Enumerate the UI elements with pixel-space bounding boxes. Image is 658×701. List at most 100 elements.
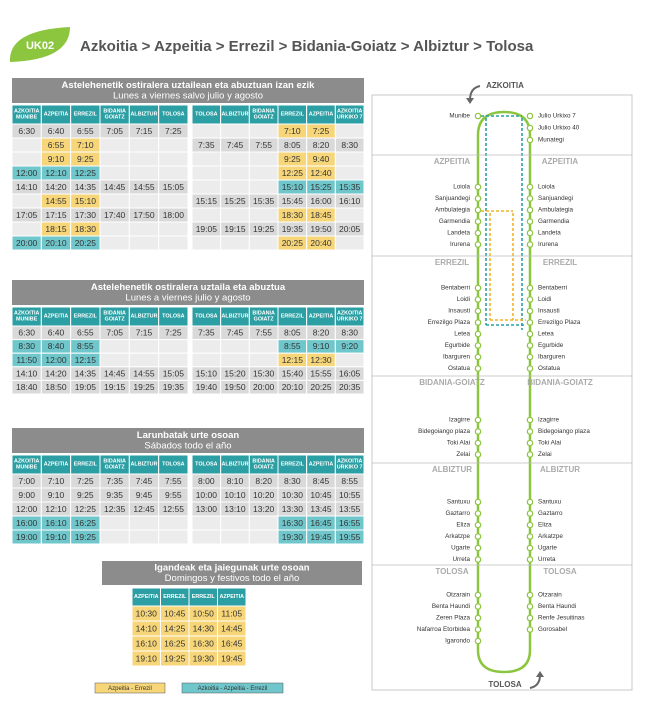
departure-time: 20:35 bbox=[339, 382, 361, 392]
departure-time: 17:30 bbox=[75, 210, 97, 220]
column-header-line: ERREZIL bbox=[192, 594, 216, 600]
departure-time: 6:40 bbox=[48, 328, 65, 338]
cell bbox=[220, 207, 250, 223]
stop-name: Renfe Jesuitinas bbox=[538, 615, 585, 622]
section-bar bbox=[12, 428, 364, 453]
stop bbox=[526, 136, 534, 144]
cell bbox=[128, 137, 160, 153]
stop bbox=[526, 330, 534, 338]
stop-name: Loidi bbox=[457, 296, 470, 303]
departure-time: 14:45 bbox=[104, 182, 126, 192]
departure-time: 16:10 bbox=[45, 518, 67, 528]
section-bar bbox=[102, 561, 362, 585]
stop bbox=[474, 112, 482, 120]
departure-time: 8:05 bbox=[284, 140, 301, 150]
departure-time: 20:10 bbox=[282, 382, 304, 392]
zone-name: TOLOSA bbox=[435, 567, 468, 576]
departure-time: 19:45 bbox=[310, 532, 332, 542]
section-subtitle: Lunes a viernes julio y agosto bbox=[125, 293, 250, 304]
departure-time: 9:25 bbox=[77, 154, 94, 164]
column-header-text: TOLOSA bbox=[195, 462, 217, 468]
departure-time: 15:25 bbox=[224, 196, 246, 206]
column-header-line: AZPEITIA bbox=[219, 594, 244, 600]
column-header-line: ALBIZTUR bbox=[131, 112, 158, 118]
column-header-text: ALBIZTUR bbox=[222, 112, 249, 118]
departure-time: 12:35 bbox=[104, 504, 126, 514]
departure-time: 14:55 bbox=[133, 182, 155, 192]
route-start: AZKOITIA bbox=[486, 81, 524, 90]
stop bbox=[474, 195, 482, 202]
cell bbox=[220, 165, 250, 181]
column-header-line: AZPEITIA bbox=[309, 314, 334, 320]
line-code: UK02 bbox=[26, 40, 54, 52]
departure-time: 7:15 bbox=[136, 126, 153, 136]
departure-time: 6:55 bbox=[48, 140, 65, 150]
cell bbox=[158, 151, 189, 167]
cell bbox=[128, 235, 160, 251]
column-header-line: ALBIZTUR bbox=[222, 462, 249, 468]
departure-time: 12:15 bbox=[75, 355, 97, 365]
departure-time: 10:30 bbox=[136, 608, 158, 618]
cell bbox=[158, 352, 189, 368]
departure-time: 14:30 bbox=[193, 623, 215, 633]
departure-time: 17:40 bbox=[104, 210, 126, 220]
column-header-text: AZPEITIA bbox=[309, 314, 334, 320]
route-line bbox=[476, 110, 532, 674]
stop-name: Eliza bbox=[456, 522, 470, 529]
stop bbox=[474, 451, 482, 458]
legend-label: Azpeitia - Errezil bbox=[108, 686, 152, 692]
departure-time: 19:05 bbox=[75, 382, 97, 392]
stop bbox=[474, 241, 482, 248]
departure-time: 20:25 bbox=[310, 382, 332, 392]
column-header-text: BIDANIA GOIATZ bbox=[103, 459, 126, 471]
departure-time: 20:10 bbox=[45, 238, 67, 248]
column-header-text: ERREZIL bbox=[163, 594, 187, 600]
departure-time: 15:20 bbox=[224, 368, 246, 378]
cell bbox=[99, 339, 130, 354]
departure-time: 15:05 bbox=[163, 368, 185, 378]
stop-name: Otzarain bbox=[446, 592, 470, 599]
departure-time: 16:30 bbox=[282, 518, 304, 528]
section-title: Igandeak eta jaiegunak urte osoan bbox=[154, 563, 309, 574]
stop bbox=[526, 451, 534, 458]
column-header-line: ERREZIL bbox=[74, 112, 98, 118]
cell bbox=[191, 339, 222, 354]
section-subtitle: Sábados todo el año bbox=[144, 441, 231, 452]
stop-name: Gorosabel bbox=[538, 626, 567, 633]
cell bbox=[99, 221, 130, 237]
stop bbox=[526, 439, 534, 447]
zone-name: BIDANIA-GOIATZ bbox=[419, 378, 485, 387]
stop-name: Ostatua bbox=[448, 365, 471, 372]
stop bbox=[526, 284, 534, 292]
column-header-line: AZKOITIA bbox=[14, 459, 40, 465]
cell bbox=[248, 352, 279, 368]
departure-time: 10:00 bbox=[196, 490, 218, 500]
stop-name: Letea bbox=[454, 331, 470, 338]
column-header-line: ERREZIL bbox=[74, 462, 98, 468]
cell bbox=[99, 165, 130, 181]
stop-name: Ambulategia bbox=[538, 207, 574, 214]
legend-label: Azkoitia - Azpeitia - Errezil bbox=[198, 686, 268, 692]
departure-time: 7:10 bbox=[284, 126, 301, 136]
stop bbox=[474, 637, 482, 645]
departure-time: 15:40 bbox=[282, 368, 304, 378]
stop bbox=[526, 229, 534, 237]
stop-name: Arkatzpe bbox=[538, 533, 563, 540]
zone-name: AZPEITIA bbox=[542, 157, 579, 166]
cell bbox=[158, 379, 189, 395]
stop bbox=[474, 591, 482, 599]
departure-time: 19:25 bbox=[164, 653, 186, 663]
stop bbox=[526, 206, 534, 214]
stop bbox=[474, 183, 482, 191]
cell bbox=[99, 529, 130, 545]
legend-swatch bbox=[94, 682, 166, 694]
cell bbox=[158, 221, 189, 237]
departure-time: 18:45 bbox=[310, 210, 332, 220]
departure-time: 10:45 bbox=[310, 490, 332, 500]
column-header-line: MUNIBE bbox=[16, 115, 38, 121]
yellow-service bbox=[481, 210, 526, 321]
cell bbox=[128, 515, 160, 531]
cell bbox=[158, 193, 189, 209]
departure-time: 9:20 bbox=[341, 341, 358, 351]
cell bbox=[248, 529, 279, 545]
